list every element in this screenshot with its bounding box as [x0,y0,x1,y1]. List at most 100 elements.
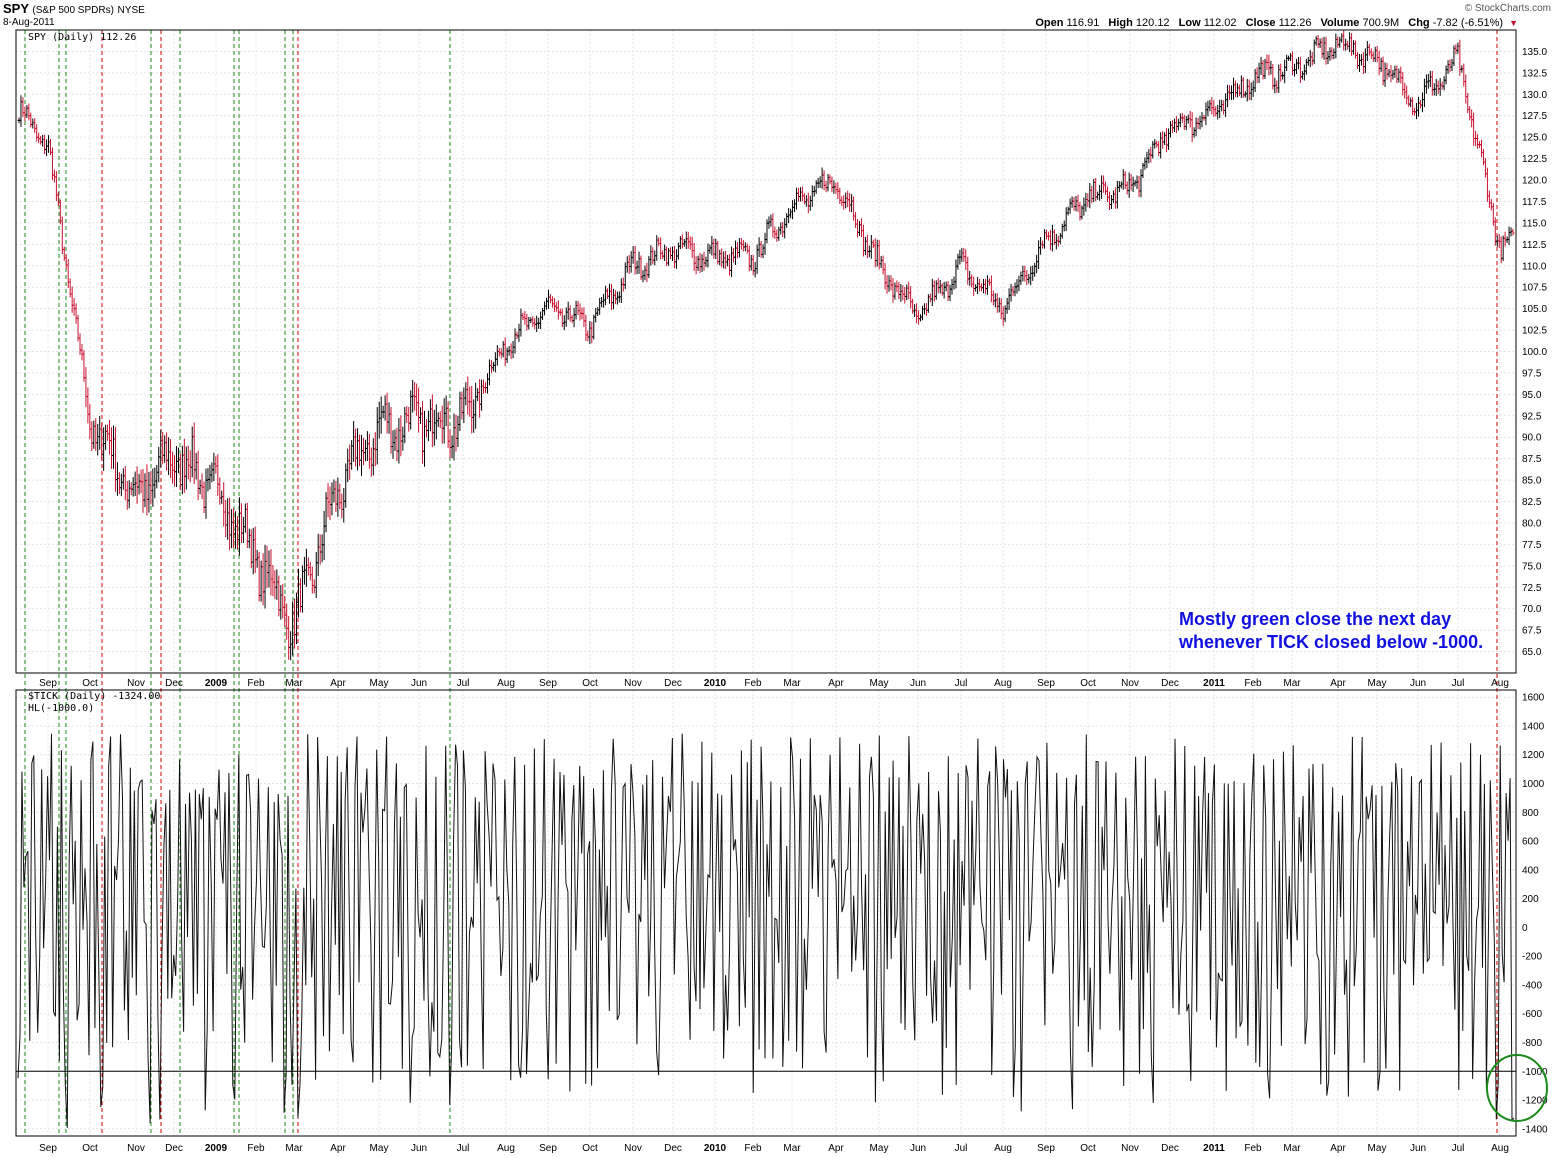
price-bar [348,444,352,480]
upper-y-tick-label: 80.0 [1522,518,1542,529]
price-bar [1300,71,1304,80]
price-bar [983,279,987,294]
lower-y-tick-label: 1000 [1522,779,1545,790]
price-bar [1489,199,1493,211]
price-bar [903,287,907,304]
lower-x-tick-label: Sep [39,1143,57,1154]
price-bar [954,259,958,289]
lower-y-tick-label: -800 [1522,1038,1542,1049]
price-bar [672,245,676,269]
price-bar [604,285,608,306]
price-bar [1454,44,1458,55]
price-bar [657,237,661,247]
lower-y-tick-label: 600 [1522,837,1539,848]
lower-y-tick-label: 400 [1522,865,1539,876]
price-bar [1058,233,1062,245]
price-bar [1009,283,1013,302]
price-bar [1511,228,1515,236]
price-bar [1357,53,1361,72]
lower-x-tick-label: Nov [127,1143,145,1154]
price-bar [968,270,972,286]
price-bar [1019,271,1023,285]
price-bar [354,428,358,467]
upper-y-tick-label: 92.5 [1522,411,1542,422]
price-bar [619,278,623,303]
lower-y-tick-label: -1200 [1522,1096,1548,1107]
lower-x-tick-label: Sep [539,1143,557,1154]
price-bar [98,415,102,450]
upper-y-tick-label: 75.0 [1522,561,1542,572]
lower-x-tick-label: Mar [783,1143,801,1154]
price-bar [582,307,586,328]
price-bar [192,422,196,485]
high-label: High [1108,17,1133,29]
price-bar [1054,233,1058,250]
price-bar [783,218,787,239]
price-bar [1369,48,1373,59]
price-bar [663,244,667,262]
price-bar [68,278,72,298]
price-bar [600,297,604,308]
price-bar [1389,65,1393,83]
price-bar [110,427,114,469]
price-bar [1208,99,1212,112]
price-bar [1407,95,1411,107]
price-bar [1149,146,1153,163]
price-bar [1420,92,1424,113]
upper-x-tick-label: Sep [539,678,557,689]
price-bar [143,473,147,508]
price-bar [1068,198,1072,214]
price-bar [1212,100,1216,117]
price-bar [1403,82,1407,99]
price-bar [188,450,192,483]
upper-panel-frame [15,29,1517,674]
lower-x-tick-label: Dec [664,1143,682,1154]
price-bar [995,293,999,313]
price-bar [997,297,1001,313]
lower-x-tick-label: May [870,1143,889,1154]
price-bar [1021,265,1025,282]
price-bar [875,239,879,267]
price-bar [194,452,198,480]
price-bar [279,585,283,620]
price-bar [1397,68,1401,83]
symbol-header: SPY (S&P 500 SPDRs) NYSE [3,1,145,16]
price-bar [637,251,641,274]
price-bar [501,341,505,358]
price-bar [1501,235,1505,262]
price-bar [1468,106,1472,121]
price-bar [865,234,869,259]
price-bar [1145,151,1149,169]
price-bar [180,445,184,495]
price-bar [1434,78,1438,96]
price-bar [261,553,265,606]
price-bar [907,281,911,300]
price-bar [432,409,436,446]
price-bar [247,528,251,549]
price-bar [1363,48,1367,74]
lower-y-tick-label: 1400 [1522,721,1545,732]
price-bar [399,415,403,457]
price-bar [454,414,458,452]
price-bar [1044,229,1048,240]
price-bar [314,552,318,598]
price-bar [523,311,527,325]
price-bar [198,479,202,495]
price-bar [1470,109,1474,128]
price-bar [911,298,915,314]
price-bar [710,235,714,256]
price-bar [1438,78,1442,96]
upper-x-tick-label: Mar [1283,678,1301,689]
price-bar [470,385,474,434]
price-bar [1161,131,1165,149]
price-bar [854,212,858,228]
price-bar [1070,196,1074,208]
price-bar [94,418,98,451]
price-bar [1224,93,1228,117]
price-bar [1314,36,1318,46]
price-bar [796,187,800,202]
price-bar [387,402,391,434]
price-bar [352,421,356,462]
price-bar [1330,47,1334,60]
price-bar [1430,70,1434,96]
